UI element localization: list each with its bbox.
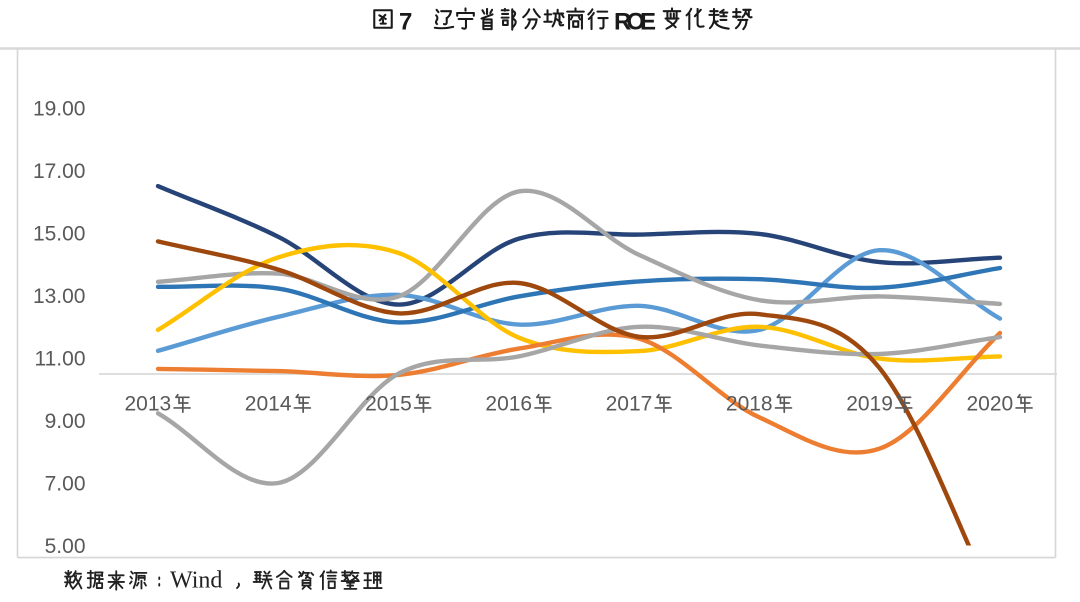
svg-text:11.00: 11.00 — [35, 347, 86, 370]
svg-text:2020: 2020 — [967, 393, 1014, 416]
svg-text:2018: 2018 — [726, 393, 773, 416]
svg-text:15.00: 15.00 — [33, 222, 86, 245]
svg-text:2017: 2017 — [606, 393, 653, 416]
svg-text:13.00: 13.00 — [33, 285, 86, 308]
svg-text:7: 7 — [399, 9, 412, 36]
svg-text:2015: 2015 — [365, 393, 412, 416]
svg-text:Wind: Wind — [170, 568, 222, 594]
svg-text:19.00: 19.00 — [33, 97, 86, 120]
svg-text:2013: 2013 — [125, 393, 172, 416]
svg-text:9.00: 9.00 — [45, 410, 86, 433]
svg-text:2014: 2014 — [245, 393, 292, 416]
svg-text:17.00: 17.00 — [33, 160, 86, 183]
svg-text:7.00: 7.00 — [45, 472, 86, 495]
svg-text:5.00: 5.00 — [45, 535, 86, 558]
svg-text:ROE: ROE — [614, 9, 656, 36]
svg-text:2019: 2019 — [846, 393, 893, 416]
svg-text:2016: 2016 — [485, 393, 532, 416]
